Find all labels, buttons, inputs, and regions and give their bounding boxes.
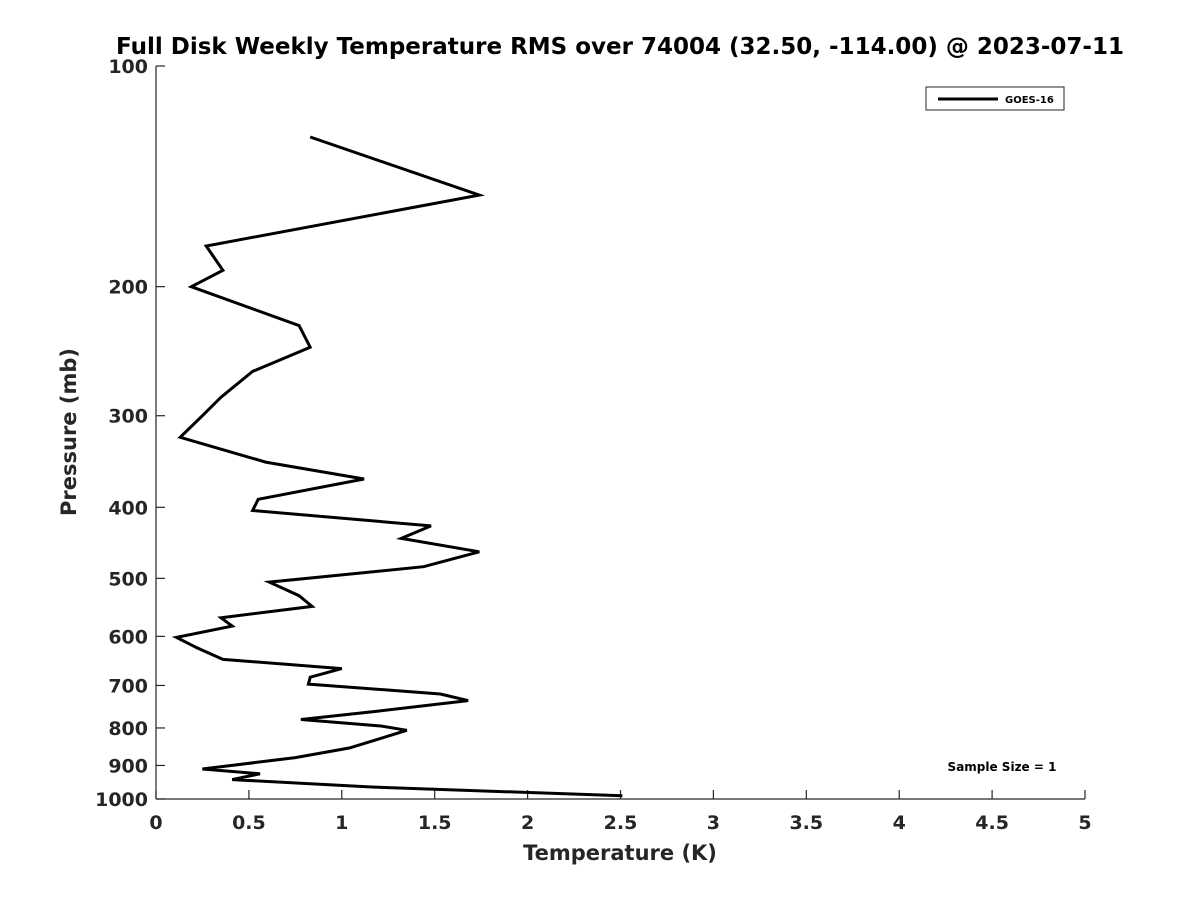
y-tick-label: 900: [108, 755, 148, 777]
x-ticks: 0 0.5 1 1.5 2 2.5 3 3.5 4 4.5 5: [149, 790, 1092, 834]
chart-title: Full Disk Weekly Temperature RMS over 74…: [116, 34, 1124, 60]
x-tick-label: 5: [1078, 812, 1091, 834]
y-tick-label: 600: [108, 626, 148, 648]
legend: GOES-16: [925, 86, 1065, 111]
x-tick-label: 4: [893, 812, 906, 834]
sample-size-annotation: Sample Size = 1: [948, 760, 1057, 774]
x-tick-label: 0: [149, 812, 162, 834]
y-tick-label: 300: [108, 406, 148, 428]
x-tick-label: 0.5: [232, 812, 266, 834]
y-tick-label: 200: [108, 277, 148, 299]
series-line-goes-16: [171, 135, 623, 798]
y-tick-label: 100: [108, 56, 148, 78]
x-axis-label: Temperature (K): [523, 841, 717, 865]
x-tick-label: 4.5: [975, 812, 1009, 834]
x-tick-label: 2: [521, 812, 534, 834]
axes: [155, 66, 1085, 800]
x-tick-label: 2.5: [604, 812, 638, 834]
y-tick-label: 700: [108, 675, 148, 697]
x-tick-label: 3: [707, 812, 720, 834]
y-axis-label: Pressure (mb): [57, 348, 81, 516]
series-layer: [171, 135, 623, 798]
y-tick-label: 500: [108, 568, 148, 590]
x-tick-label: 1.5: [418, 812, 452, 834]
y-tick-label: 800: [108, 718, 148, 740]
y-ticks: 100 200 300 400 500 600 700 800 900 1000: [95, 56, 165, 811]
y-tick-label: 1000: [95, 789, 148, 811]
y-tick-label: 400: [108, 497, 148, 519]
legend-label-goes-16: GOES-16: [1005, 95, 1054, 106]
x-tick-label: 1: [335, 812, 348, 834]
x-tick-label: 3.5: [789, 812, 823, 834]
